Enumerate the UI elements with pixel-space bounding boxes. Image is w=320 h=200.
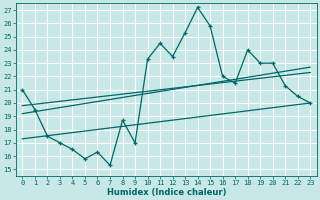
X-axis label: Humidex (Indice chaleur): Humidex (Indice chaleur) bbox=[107, 188, 226, 197]
